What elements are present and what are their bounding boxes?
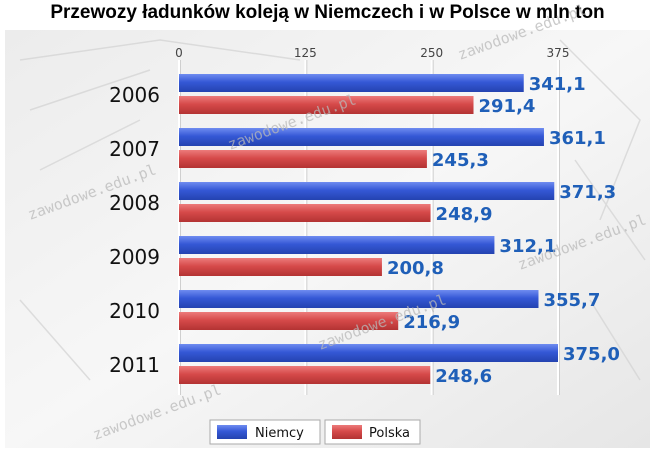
bar-polska: [179, 204, 431, 222]
year-label: 2007: [109, 137, 160, 161]
x-tick-label: 250: [420, 46, 443, 60]
value-label-polska: 248,9: [436, 204, 493, 225]
bar-polska: [179, 312, 399, 330]
bar-polska: [179, 366, 431, 384]
value-label-polska: 291,4: [479, 96, 536, 117]
value-label-polska: 248,6: [435, 366, 492, 387]
y-category-labels: 2006 2007 2008 2009 2010 2011: [109, 83, 160, 377]
legend-label-niemcy: Niemcy: [255, 426, 304, 441]
bar-niemcy: [179, 182, 555, 200]
background-structure: [19, 39, 646, 381]
year-label: 2006: [109, 83, 160, 107]
year-label: 2010: [109, 299, 160, 323]
x-tick-label: 125: [294, 46, 317, 60]
legend: Niemcy Polska: [209, 419, 421, 445]
bar-niemcy: [179, 344, 558, 362]
year-label: 2008: [109, 191, 160, 215]
bar-niemcy: [179, 74, 524, 92]
grid-lines: [178, 60, 560, 395]
bars: [179, 74, 558, 384]
legend-swatch-polska: [332, 425, 362, 439]
value-label-polska: 216,9: [403, 312, 460, 333]
bar-polska: [179, 258, 382, 276]
value-label-niemcy: 371,3: [559, 182, 616, 203]
value-label-polska: 200,8: [387, 258, 444, 279]
x-tick-label: 0: [175, 46, 183, 60]
value-label-polska: 245,3: [432, 150, 489, 171]
bar-niemcy: [179, 290, 539, 308]
value-label-niemcy: 355,7: [543, 290, 600, 311]
value-label-niemcy: 312,1: [499, 236, 556, 257]
value-label-niemcy: 361,1: [549, 128, 606, 149]
bar-niemcy: [179, 128, 544, 146]
year-label: 2009: [109, 245, 160, 269]
value-label-niemcy: 341,1: [529, 74, 586, 95]
year-label: 2011: [109, 353, 160, 377]
value-label-niemcy: 375,0: [563, 344, 620, 365]
bar-niemcy: [179, 236, 495, 254]
bar-polska: [179, 96, 474, 114]
chart-title: Przewozy ładunków koleją w Niemczech i w…: [50, 2, 605, 23]
bar-polska: [179, 150, 427, 168]
x-tick-label: 375: [547, 46, 570, 60]
x-tick-labels: 0 125 250 375: [175, 46, 569, 60]
legend-label-polska: Polska: [369, 426, 410, 441]
legend-swatch-niemcy: [217, 425, 247, 439]
